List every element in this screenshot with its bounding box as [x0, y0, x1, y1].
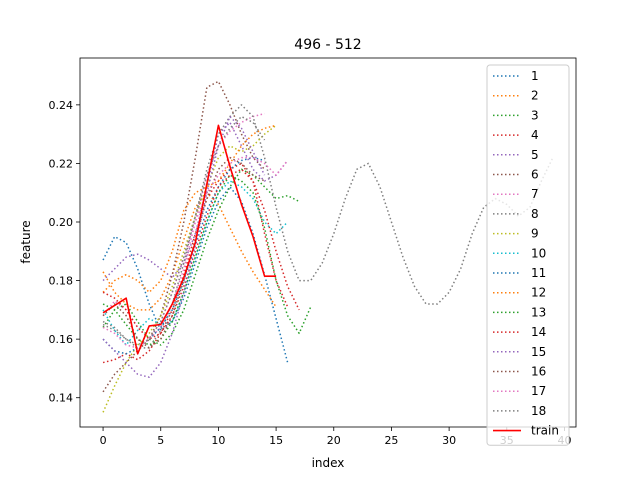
- legend-label-3: 3: [531, 108, 539, 122]
- legend-label-18: 18: [531, 404, 546, 418]
- y-axis-label: feature: [19, 220, 33, 263]
- x-tick-label: 20: [327, 434, 341, 447]
- series-line-6: [102, 80, 266, 393]
- series-line-16: [102, 156, 265, 349]
- x-tick-label: 15: [269, 434, 283, 447]
- legend-label-1: 1: [531, 69, 539, 83]
- legend-label-2: 2: [531, 89, 539, 103]
- legend-label-17: 17: [531, 384, 546, 398]
- y-tick-label: 0.20: [49, 216, 74, 229]
- legend-label-7: 7: [531, 187, 539, 201]
- legend-label-9: 9: [531, 227, 539, 241]
- legend-label-5: 5: [531, 148, 539, 162]
- series-line-18: [102, 115, 266, 346]
- series-line-2: [102, 191, 277, 311]
- x-tick-label: 25: [384, 434, 398, 447]
- plot-frame: [79, 57, 577, 428]
- legend-label-6: 6: [531, 168, 539, 182]
- legend-label-4: 4: [531, 128, 539, 142]
- x-tick-label: 0: [100, 434, 107, 447]
- x-tick-label: 10: [211, 434, 225, 447]
- series-line-4: [102, 162, 289, 364]
- series-layer: [102, 80, 554, 413]
- y-tick-label: 0.24: [49, 99, 74, 112]
- series-line-17: [102, 156, 289, 349]
- y-tick-label: 0.14: [49, 392, 74, 405]
- chart-title: 496 - 512: [294, 37, 361, 53]
- legend-label-14: 14: [531, 325, 546, 339]
- legend-label-10: 10: [531, 246, 546, 260]
- x-tick-label: 5: [157, 434, 164, 447]
- legend-label-11: 11: [531, 266, 546, 280]
- legend-label-12: 12: [531, 286, 546, 300]
- series-line-8: [102, 104, 554, 349]
- y-axis-ticks: 0.14 0.16 0.18 0.20 0.22 0.24: [49, 99, 80, 405]
- legend-label-13: 13: [531, 305, 546, 319]
- y-tick-label: 0.18: [49, 275, 74, 288]
- legend-box: [486, 64, 570, 446]
- series-line-11: [102, 156, 265, 355]
- x-tick-label: 30: [442, 434, 456, 447]
- legend-label-8: 8: [531, 207, 539, 221]
- series-line-3: [102, 168, 300, 346]
- series-line-9: [102, 124, 277, 413]
- legend-label-15: 15: [531, 345, 546, 359]
- x-axis-label: index: [312, 456, 345, 470]
- y-tick-label: 0.22: [49, 157, 74, 170]
- y-tick-label: 0.16: [49, 333, 74, 346]
- legend-label-16: 16: [531, 365, 546, 379]
- legend-label-train: train: [531, 424, 559, 438]
- series-line-train: [102, 124, 277, 355]
- series-line-5: [102, 121, 289, 282]
